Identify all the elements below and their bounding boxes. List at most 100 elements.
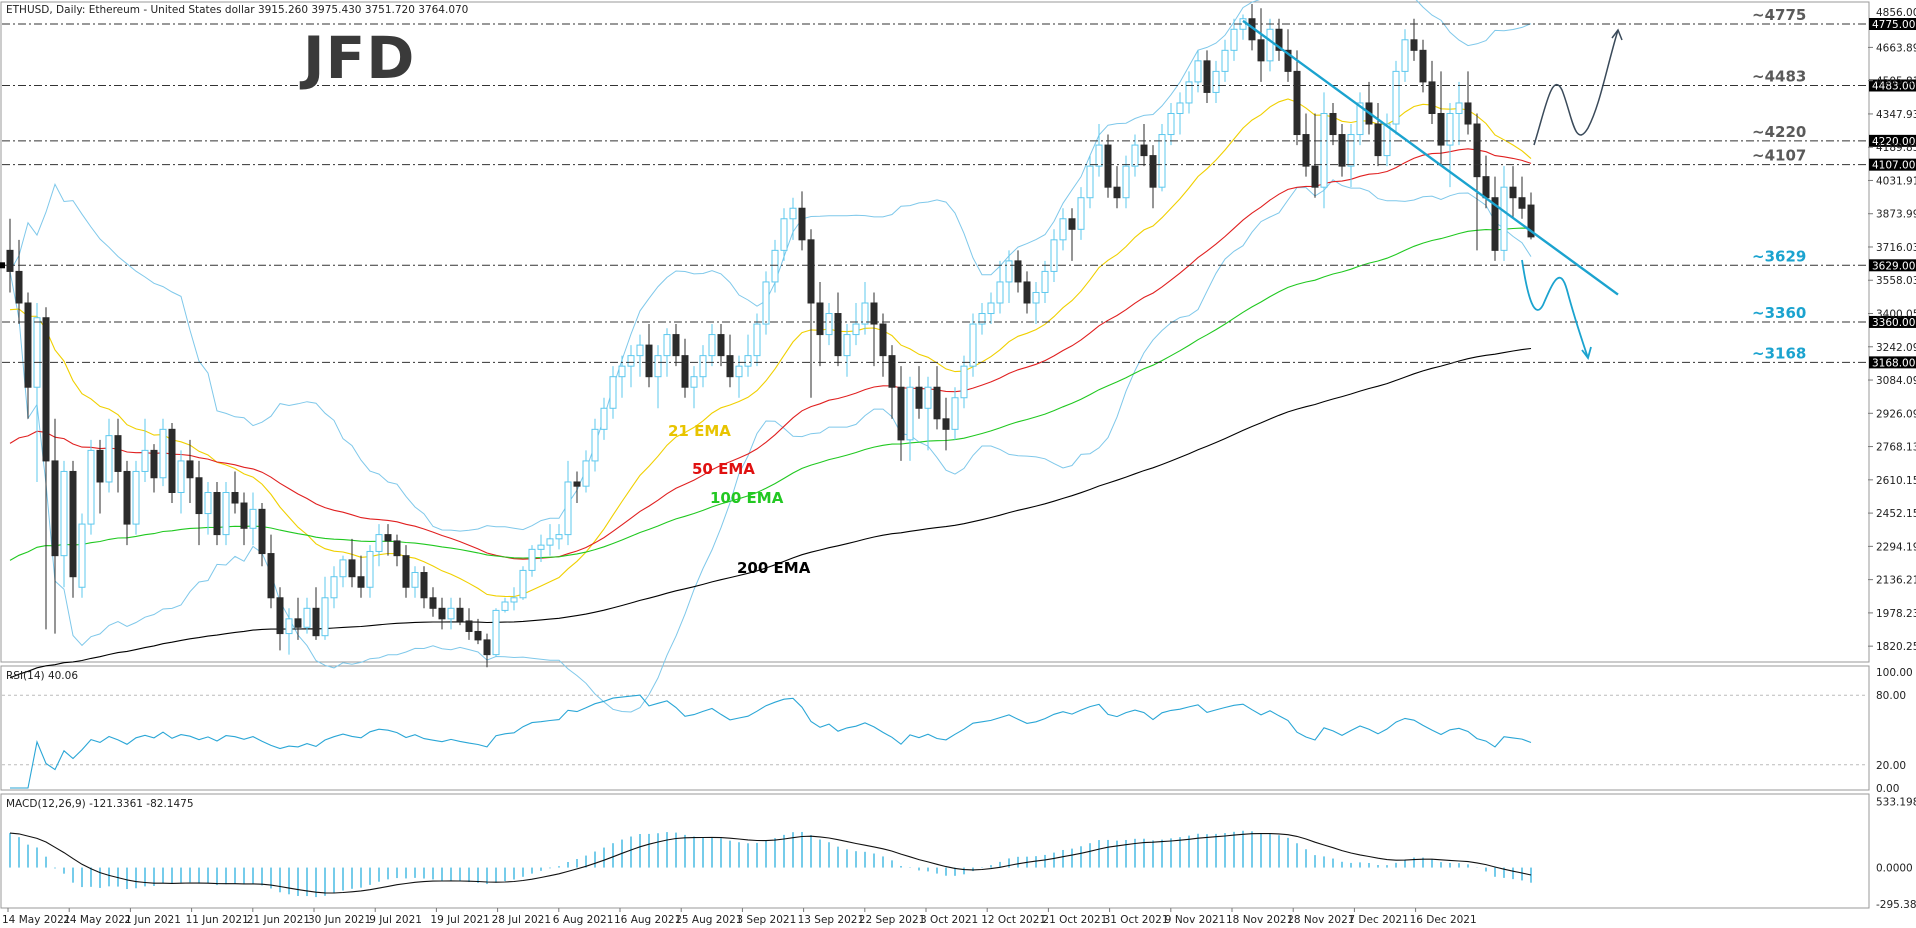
date-label: 9 Jul 2021 [369, 914, 422, 926]
price-label: 2926.090 [1876, 408, 1916, 420]
level-price-box [1869, 259, 1916, 272]
date-label: 7 Dec 2021 [1348, 914, 1408, 926]
level-label: ~3360 [1752, 304, 1806, 322]
price-top-label: 4856.000 [1876, 7, 1916, 19]
candle-body [1122, 165, 1130, 199]
candle-body [1320, 112, 1328, 188]
candle-body [519, 569, 527, 599]
candle-body [1176, 102, 1184, 114]
macd-panel-frame [0, 793, 1870, 909]
candle-body [582, 460, 590, 487]
candle-body [843, 334, 851, 357]
price-label: 2768.130 [1876, 442, 1916, 454]
candle-body [1167, 112, 1175, 136]
candle-body [1266, 28, 1274, 62]
levels-layer: ~4775 4775.000 ~4483 4483.000 ~4220 4220.000 ~… [0, 6, 1916, 369]
candle-body [465, 620, 473, 632]
candle-body [150, 449, 158, 479]
date-label: 21 Jun 2021 [247, 914, 310, 926]
candle-body [1410, 39, 1418, 51]
candle-body [735, 365, 743, 378]
candle-body [60, 470, 68, 557]
level-price-box-label: 4483.000 [1872, 80, 1916, 92]
candle-body [366, 550, 374, 588]
date-label: 28 Jul 2021 [492, 914, 551, 926]
candle-body [987, 302, 995, 315]
candle-body [771, 249, 779, 283]
level-price-box-label: 4220.000 [1872, 136, 1916, 148]
candle-body [573, 481, 581, 487]
date-label: 6 Aug 2021 [553, 914, 614, 926]
price-label: 4505.810 [1876, 76, 1916, 88]
date-label: 19 Jul 2021 [430, 914, 489, 926]
price-label: 2452.150 [1876, 508, 1916, 520]
bollinger-lower [9, 179, 1532, 713]
level-label: ~4775 [1752, 6, 1806, 24]
ema-200-line [9, 347, 1532, 679]
candle-body [1473, 123, 1481, 178]
candle-body [897, 386, 905, 441]
candle-body [438, 607, 446, 620]
candle-body [330, 576, 338, 599]
candle-body [1086, 165, 1094, 199]
candle-body [501, 601, 509, 611]
price-label: 1978.230 [1876, 608, 1916, 620]
candle-body [1014, 260, 1022, 283]
candle-body [1302, 134, 1310, 167]
candle-body [546, 538, 554, 546]
date-label: 22 Sep 2021 [859, 914, 926, 926]
candle-body [321, 597, 329, 637]
candle-body [942, 418, 950, 430]
candle-body [1059, 218, 1067, 241]
candle-body [1194, 60, 1202, 83]
candle-body [1005, 260, 1013, 283]
date-label: 12 Oct 2021 [981, 914, 1046, 926]
candle-body [978, 313, 986, 325]
candle-body [357, 576, 365, 588]
candle-body [1068, 218, 1076, 230]
candle-body [1518, 197, 1526, 209]
candle-body [1329, 112, 1337, 136]
rsi-layer: 100.00 80.00 20.00 0.00 [2, 667, 1913, 795]
candle-body [1293, 70, 1301, 136]
date-label: 16 Dec 2021 [1410, 914, 1477, 926]
candle-body [492, 609, 500, 656]
candle-body [1347, 134, 1355, 167]
candle-body [114, 435, 122, 472]
candle-body [393, 540, 401, 557]
candle-body [645, 344, 653, 378]
candle-body [1140, 144, 1148, 157]
price-label: 3873.990 [1876, 209, 1916, 221]
bollinger-upper [9, 0, 1532, 532]
candle-body [204, 491, 212, 515]
candle-body [24, 302, 32, 388]
candle-body [825, 313, 833, 336]
bullish-projection-arrow [1533, 29, 1619, 146]
jfd-logo: JFD [299, 24, 415, 92]
candle-body [1437, 112, 1445, 146]
candle-body [627, 355, 635, 367]
candle-body [411, 572, 419, 588]
candle-body [249, 508, 257, 529]
candle-body [348, 559, 356, 578]
price-label: 3400.050 [1876, 309, 1916, 321]
ema-label: 100 EMA [710, 489, 784, 507]
candle-body [402, 555, 410, 588]
rsi-tick-label: 0.00 [1876, 783, 1899, 795]
bearish-arrow-head [1581, 346, 1592, 361]
candle-body [1356, 102, 1364, 136]
date-label: 21 Oct 2021 [1042, 914, 1107, 926]
candle-body [1095, 144, 1103, 167]
candle-body [1113, 186, 1121, 199]
candle-body [1158, 134, 1166, 188]
candle-body [888, 355, 896, 388]
candle-body [1509, 186, 1517, 199]
date-label: 9 Nov 2021 [1165, 914, 1226, 926]
bullish-arrow-head [1611, 28, 1623, 41]
candle-body [474, 630, 482, 641]
level-price-box [1869, 158, 1916, 171]
candle-body [78, 523, 86, 588]
ema-50-line [9, 148, 1532, 560]
candle-body [1050, 239, 1058, 272]
